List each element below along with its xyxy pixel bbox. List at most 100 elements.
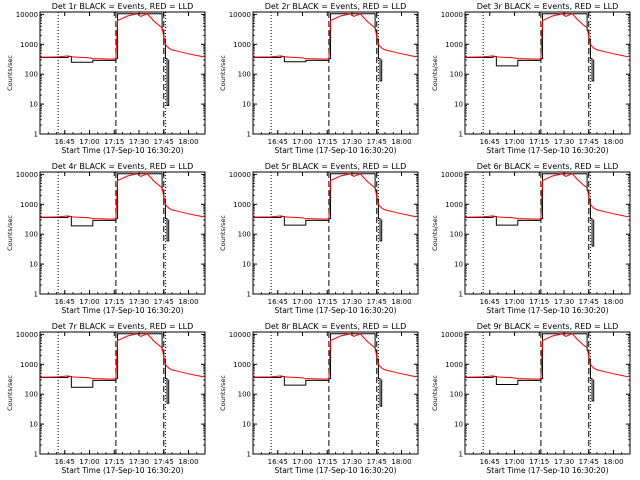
lld-series-line	[465, 173, 629, 220]
lld-series-line	[40, 13, 204, 60]
plot-frame	[464, 331, 631, 455]
x-tick-label: 17:30	[342, 458, 362, 466]
y-tick-label: 10000	[441, 11, 463, 19]
y-tick-label: 10	[454, 101, 463, 109]
y-tick-label: 10000	[441, 171, 463, 179]
y-tick-label: 10000	[16, 171, 38, 179]
lld-series-line	[253, 173, 417, 220]
x-tick-label: 18:00	[603, 458, 623, 466]
y-tick-label: 10000	[229, 171, 251, 179]
y-tick-label: 10	[29, 421, 38, 429]
x-tick-label: 17:45	[367, 298, 387, 306]
plot-frame	[39, 171, 206, 295]
x-tick-label: 17:00	[79, 138, 99, 146]
x-tick-label: 17:15	[529, 298, 549, 306]
x-tick-label: 16:45	[55, 458, 75, 466]
x-tick-label: 17:30	[342, 298, 362, 306]
x-axis-label: Start Time (17-Sep-10 16:30:20)	[275, 146, 397, 155]
panel-title: Det 2r BLACK = Events, RED = LLD	[265, 2, 407, 11]
y-axis-label: Counts/sec	[219, 375, 227, 411]
y-tick-label: 1000	[233, 361, 251, 369]
detector-panel-2: Det 2r BLACK = Events, RED = LLD 1 10 100 10…	[219, 2, 419, 155]
y-tick-label: 10	[454, 261, 463, 269]
y-tick-label: 10000	[229, 331, 251, 339]
y-tick-label: 1000	[20, 361, 38, 369]
x-tick-label: 17:30	[129, 138, 149, 146]
plot-frame	[252, 11, 419, 135]
y-tick-label: 1000	[445, 361, 463, 369]
x-tick-label: 18:00	[391, 138, 411, 146]
x-axis-label: Start Time (17-Sep-10 16:30:20)	[62, 146, 184, 155]
x-axis-label: Start Time (17-Sep-10 16:30:20)	[62, 466, 184, 475]
y-tick-label: 1000	[445, 201, 463, 209]
x-tick-label: 17:45	[367, 458, 387, 466]
x-tick-label: 17:30	[554, 458, 574, 466]
x-tick-label: 18:00	[178, 138, 198, 146]
y-tick-label: 1000	[233, 201, 251, 209]
x-tick-label: 17:30	[342, 138, 362, 146]
y-axis-label: Counts/sec	[431, 55, 439, 91]
detector-panel-7: Det 7r BLACK = Events, RED = LLD 1 10 100 10…	[6, 322, 206, 475]
events-series-line	[40, 13, 170, 106]
y-tick-label: 10	[242, 421, 251, 429]
y-tick-label: 1000	[20, 201, 38, 209]
x-tick-label: 17:45	[579, 458, 599, 466]
y-tick-label: 10000	[16, 331, 38, 339]
x-tick-label: 17:15	[529, 458, 549, 466]
x-tick-label: 17:00	[504, 458, 524, 466]
y-tick-label: 1	[247, 131, 251, 139]
x-tick-label: 17:45	[579, 298, 599, 306]
x-tick-label: 18:00	[178, 458, 198, 466]
y-axis-label: Counts/sec	[6, 375, 14, 411]
x-axis-label: Start Time (17-Sep-10 16:30:20)	[487, 466, 609, 475]
x-tick-label: 17:30	[129, 458, 149, 466]
x-tick-label: 16:45	[480, 138, 500, 146]
events-series-line	[253, 333, 383, 407]
y-tick-label: 1000	[445, 41, 463, 49]
panel-title: Det 6r BLACK = Events, RED = LLD	[477, 162, 619, 171]
x-tick-label: 16:45	[268, 298, 288, 306]
x-tick-label: 16:45	[480, 298, 500, 306]
lld-series-line	[253, 333, 417, 380]
lld-series-line	[465, 333, 629, 380]
y-tick-label: 100	[450, 231, 463, 239]
x-tick-label: 17:30	[554, 298, 574, 306]
x-tick-label: 17:00	[79, 458, 99, 466]
y-tick-label: 10	[242, 261, 251, 269]
x-tick-label: 17:30	[554, 138, 574, 146]
y-tick-label: 100	[25, 71, 38, 79]
panel-title: Det 1r BLACK = Events, RED = LLD	[52, 2, 194, 11]
x-tick-label: 17:15	[317, 458, 337, 466]
lld-series-line	[40, 333, 204, 380]
x-tick-label: 17:45	[154, 458, 174, 466]
panel-title: Det 3r BLACK = Events, RED = LLD	[477, 2, 619, 11]
y-tick-label: 100	[25, 391, 38, 399]
y-axis-label: Counts/sec	[6, 55, 14, 91]
plot-frame	[464, 171, 631, 295]
y-tick-label: 1	[34, 291, 38, 299]
y-tick-label: 1000	[20, 41, 38, 49]
y-tick-label: 1	[459, 451, 463, 459]
y-tick-label: 100	[450, 391, 463, 399]
events-series-line	[253, 13, 383, 82]
x-tick-label: 17:15	[104, 298, 124, 306]
x-tick-label: 17:00	[292, 298, 312, 306]
x-tick-label: 17:00	[79, 298, 99, 306]
y-tick-label: 10	[29, 261, 38, 269]
x-tick-label: 16:45	[55, 138, 75, 146]
plot-frame	[464, 11, 631, 135]
x-axis-label: Start Time (17-Sep-10 16:30:20)	[62, 306, 184, 315]
y-axis-label: Counts/sec	[219, 215, 227, 251]
x-tick-label: 17:15	[104, 458, 124, 466]
x-tick-label: 17:00	[504, 298, 524, 306]
events-series-line	[253, 173, 383, 242]
x-tick-label: 16:45	[268, 138, 288, 146]
x-tick-label: 17:15	[104, 138, 124, 146]
detector-panel-8: Det 8r BLACK = Events, RED = LLD 1 10 100 10…	[219, 322, 419, 475]
y-tick-label: 1	[247, 451, 251, 459]
y-tick-label: 10	[242, 101, 251, 109]
x-tick-label: 17:30	[129, 298, 149, 306]
detector-panel-5: Det 5r BLACK = Events, RED = LLD 1 10 100 10…	[219, 162, 419, 315]
plot-frame	[252, 171, 419, 295]
y-axis-label: Counts/sec	[6, 215, 14, 251]
